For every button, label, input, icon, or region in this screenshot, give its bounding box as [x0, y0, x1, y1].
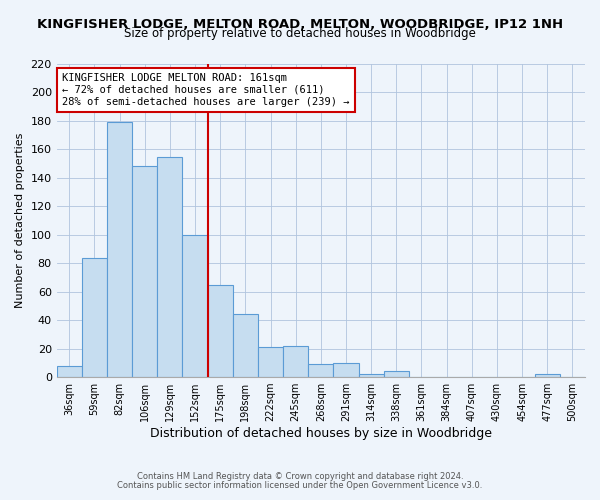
Text: KINGFISHER LODGE MELTON ROAD: 161sqm
← 72% of detached houses are smaller (611)
: KINGFISHER LODGE MELTON ROAD: 161sqm ← 7… [62, 74, 349, 106]
Bar [56, 366, 82, 377]
Text: Contains HM Land Registry data © Crown copyright and database right 2024.: Contains HM Land Registry data © Crown c… [137, 472, 463, 481]
Y-axis label: Number of detached properties: Number of detached properties [15, 133, 25, 308]
Text: Contains public sector information licensed under the Open Government Licence v3: Contains public sector information licen… [118, 481, 482, 490]
Bar [233, 314, 258, 377]
Bar [182, 235, 208, 377]
Bar [334, 363, 359, 377]
Bar [107, 122, 132, 377]
Bar [535, 374, 560, 377]
Bar [283, 346, 308, 377]
Bar [157, 156, 182, 377]
X-axis label: Distribution of detached houses by size in Woodbridge: Distribution of detached houses by size … [150, 427, 492, 440]
Bar [208, 284, 233, 377]
Text: KINGFISHER LODGE, MELTON ROAD, MELTON, WOODBRIDGE, IP12 1NH: KINGFISHER LODGE, MELTON ROAD, MELTON, W… [37, 18, 563, 30]
Bar [258, 347, 283, 377]
Bar [384, 372, 409, 377]
Bar [132, 166, 157, 377]
Bar [308, 364, 334, 377]
Bar [82, 258, 107, 377]
Bar [359, 374, 384, 377]
Text: Size of property relative to detached houses in Woodbridge: Size of property relative to detached ho… [124, 28, 476, 40]
